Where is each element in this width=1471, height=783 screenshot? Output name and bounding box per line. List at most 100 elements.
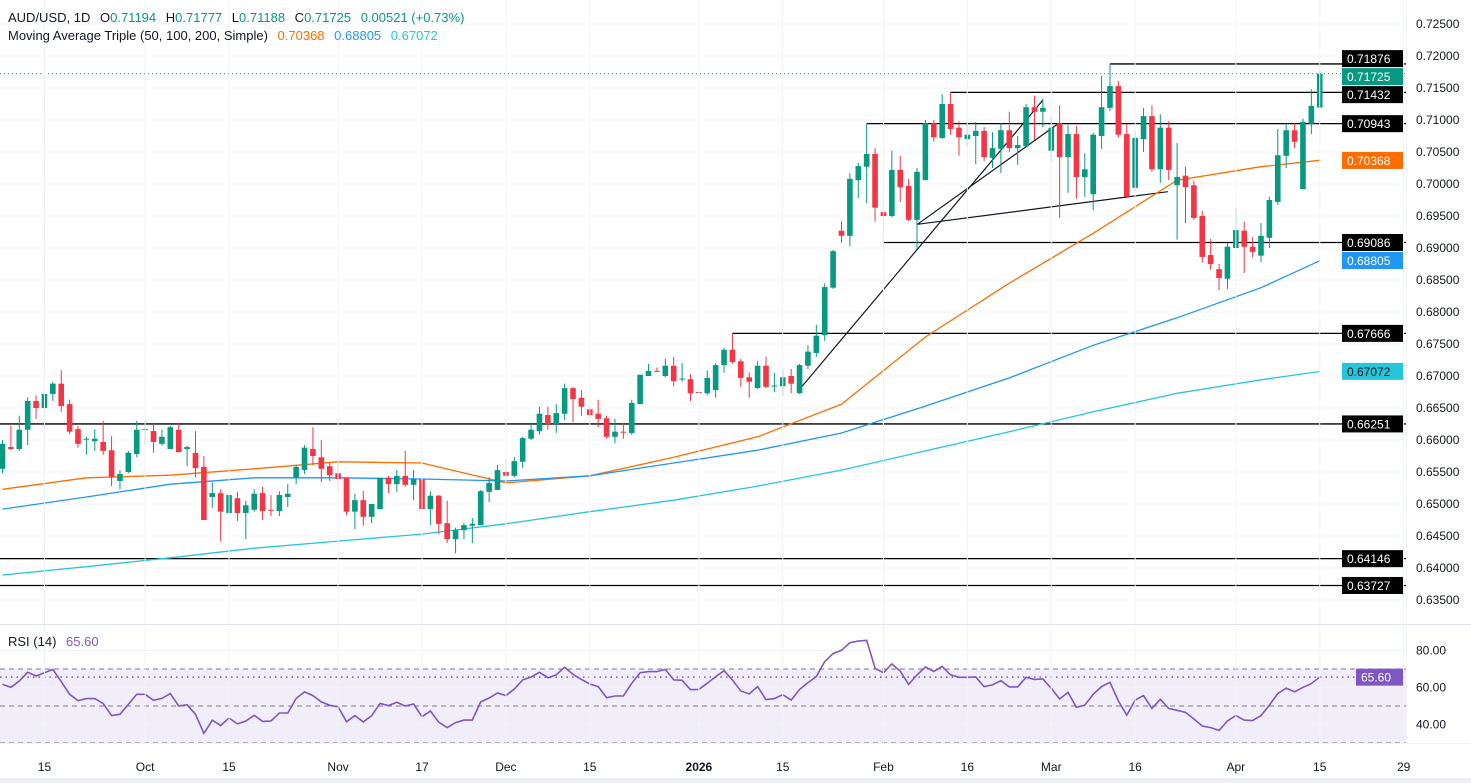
candle[interactable] <box>1182 166 1189 224</box>
candle[interactable] <box>209 482 216 508</box>
candle[interactable] <box>1308 89 1315 135</box>
candle[interactable] <box>1065 125 1071 193</box>
candle[interactable] <box>1023 104 1029 147</box>
candle[interactable] <box>981 127 987 161</box>
candle[interactable] <box>477 489 484 526</box>
candle[interactable] <box>360 491 367 526</box>
candle[interactable] <box>217 489 224 542</box>
candle[interactable] <box>930 120 937 142</box>
candle[interactable] <box>612 418 618 444</box>
candle[interactable] <box>628 399 635 435</box>
candle[interactable] <box>58 370 65 412</box>
candle[interactable] <box>1073 125 1080 199</box>
candle[interactable] <box>352 493 358 529</box>
candle[interactable] <box>66 399 73 435</box>
candle[interactable] <box>91 429 98 451</box>
candle[interactable] <box>947 92 954 135</box>
candle[interactable] <box>771 372 778 392</box>
candle[interactable] <box>645 363 652 376</box>
candle[interactable] <box>385 475 392 494</box>
candle[interactable] <box>1300 118 1306 190</box>
candle[interactable] <box>1140 107 1147 152</box>
candle[interactable] <box>704 370 711 396</box>
candle[interactable] <box>838 221 845 243</box>
candle[interactable] <box>444 500 450 544</box>
candle[interactable] <box>133 420 140 458</box>
candle[interactable] <box>201 456 207 520</box>
candle[interactable] <box>830 249 836 289</box>
candle[interactable] <box>192 431 199 478</box>
candle[interactable] <box>284 484 291 508</box>
candle[interactable] <box>251 489 257 512</box>
candle[interactable] <box>150 422 157 453</box>
candle[interactable] <box>863 123 870 204</box>
candle[interactable] <box>108 436 115 487</box>
candle[interactable] <box>729 333 736 364</box>
candle[interactable] <box>1266 196 1273 248</box>
candle[interactable] <box>1249 237 1256 257</box>
candle[interactable] <box>50 381 56 401</box>
candle[interactable] <box>1107 63 1113 112</box>
candle[interactable] <box>805 345 811 369</box>
candle[interactable] <box>821 283 828 341</box>
candle[interactable] <box>796 363 803 394</box>
candle[interactable] <box>670 356 677 387</box>
candle[interactable] <box>33 395 39 419</box>
candle[interactable] <box>234 491 241 522</box>
candle[interactable] <box>1123 123 1130 197</box>
candle[interactable] <box>1174 143 1180 240</box>
candle[interactable] <box>746 372 753 398</box>
candle[interactable] <box>1274 128 1281 206</box>
candle[interactable] <box>276 491 283 517</box>
candle[interactable] <box>972 121 979 165</box>
candle[interactable] <box>872 148 878 222</box>
candle[interactable] <box>310 427 316 465</box>
candle[interactable] <box>561 383 568 421</box>
candle[interactable] <box>620 422 627 439</box>
candle[interactable] <box>268 495 274 517</box>
candle[interactable] <box>578 390 585 416</box>
candle[interactable] <box>545 406 551 430</box>
candle[interactable] <box>410 470 417 501</box>
candle[interactable] <box>318 440 325 483</box>
candle[interactable] <box>1014 136 1021 165</box>
candle[interactable] <box>1241 221 1248 273</box>
candle[interactable] <box>394 470 400 492</box>
candle[interactable] <box>528 422 534 440</box>
candle[interactable] <box>402 450 409 487</box>
candle[interactable] <box>519 436 526 469</box>
candle[interactable] <box>494 464 501 490</box>
candle[interactable] <box>939 94 945 140</box>
candle[interactable] <box>662 358 669 378</box>
candle[interactable] <box>326 463 333 481</box>
candle[interactable] <box>1207 239 1214 270</box>
candle[interactable] <box>721 347 727 373</box>
candle[interactable] <box>511 457 518 478</box>
candle[interactable] <box>259 486 266 520</box>
candle[interactable] <box>24 397 31 446</box>
candle[interactable] <box>461 523 467 540</box>
candle[interactable] <box>1098 75 1105 149</box>
candle[interactable] <box>595 399 601 428</box>
candle[interactable] <box>452 527 459 554</box>
candle[interactable] <box>603 415 610 439</box>
candle[interactable] <box>0 440 6 474</box>
candle[interactable] <box>1031 95 1038 140</box>
candle[interactable] <box>125 450 132 474</box>
candle[interactable] <box>788 368 794 394</box>
candle[interactable] <box>1191 180 1197 220</box>
candle[interactable] <box>1283 123 1289 168</box>
candle[interactable] <box>889 150 895 218</box>
candle[interactable] <box>738 358 744 387</box>
candle[interactable] <box>8 425 14 451</box>
candle[interactable] <box>1082 153 1088 197</box>
candle[interactable] <box>100 420 106 455</box>
candle[interactable] <box>570 386 576 423</box>
candle[interactable] <box>435 495 442 535</box>
candle[interactable] <box>712 363 719 398</box>
candle[interactable] <box>1224 242 1231 289</box>
candle[interactable] <box>1291 123 1298 149</box>
candle[interactable] <box>813 324 820 357</box>
candle[interactable] <box>1199 210 1206 263</box>
